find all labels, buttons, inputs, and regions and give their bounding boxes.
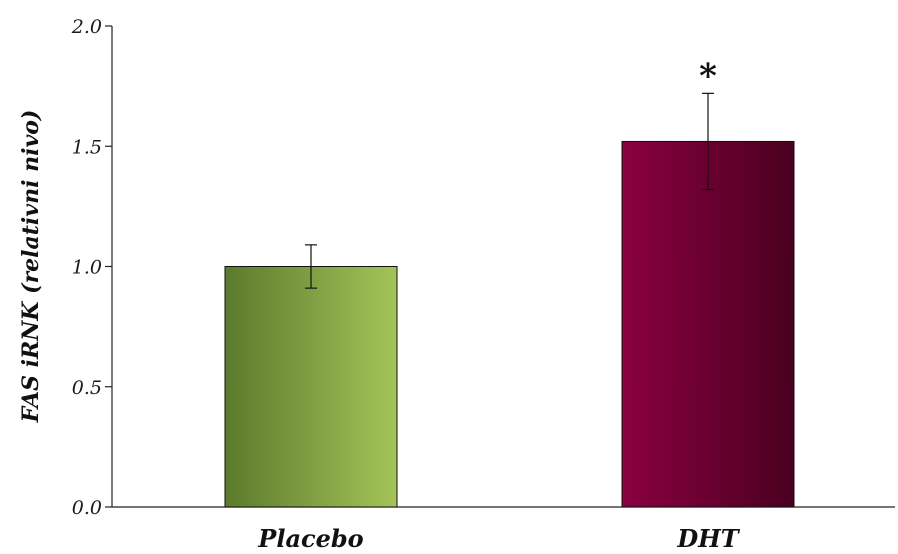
y-tick-label: 1.5	[72, 136, 102, 158]
category-label-dht: DHT	[676, 524, 740, 553]
category-label-placebo: Placebo	[257, 524, 363, 553]
significance-asterisk: *	[699, 56, 717, 96]
bar-placebo	[224, 266, 398, 508]
y-tick-label: 1.0	[72, 257, 102, 279]
y-tick-label: 2.0	[71, 16, 102, 38]
y-axis-title: FAS iRNK (relativni nivo)	[18, 110, 44, 424]
bar-dht	[621, 140, 795, 508]
plot-area: 0.0 0.5 1.0 1.5 2.0 Placebo DHT *	[71, 16, 895, 553]
y-tick-label: 0.5	[72, 377, 102, 399]
y-tick-label: 0.0	[72, 497, 102, 519]
